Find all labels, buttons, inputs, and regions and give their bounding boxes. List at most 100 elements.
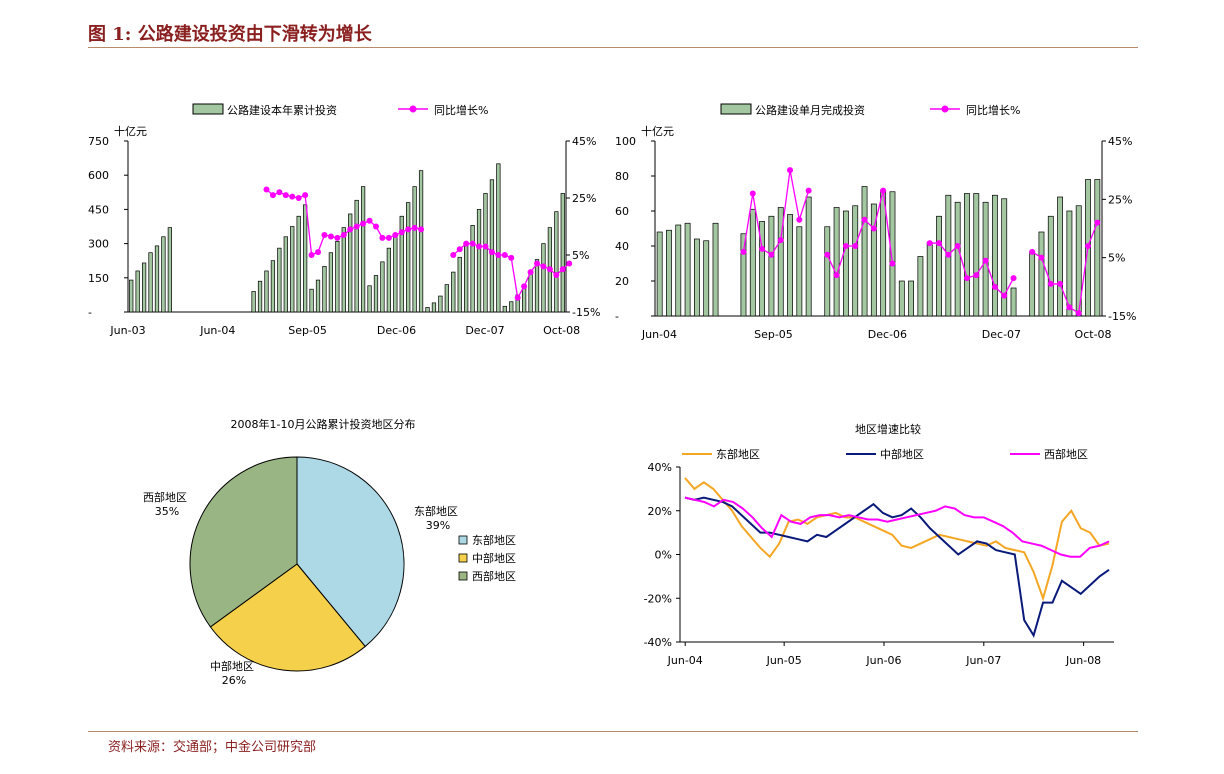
cumulative-bar — [418, 170, 424, 313]
cumulative-growth-point — [450, 252, 457, 258]
monthly-bar — [768, 215, 775, 317]
cumulative-growth-point — [327, 233, 334, 240]
cumulative-legend-line-label: 同比增长% — [434, 103, 488, 117]
cumulative-y2-tick-label: 25% — [572, 192, 596, 205]
pie-legend-swatch — [458, 571, 468, 581]
pie-slice-percent-label: 35% — [155, 505, 179, 518]
monthly-bar — [805, 196, 812, 317]
monthly-bar — [666, 229, 672, 317]
cumulative-growth-point — [372, 223, 379, 230]
cumulative-bar — [367, 285, 372, 313]
cumulative-growth-point — [476, 243, 483, 250]
monthly-growth-point — [1075, 310, 1082, 317]
cumulative-bar — [328, 252, 334, 313]
regional-x-tick-label: Jun-08 — [1065, 654, 1101, 667]
monthly-bar — [1094, 179, 1101, 317]
monthly-growth-point — [861, 216, 868, 223]
monthly-growth-point — [740, 248, 747, 255]
pie-slice-category-label: 中部地区 — [210, 659, 254, 673]
monthly-bar — [833, 207, 840, 317]
cumulative-growth-point — [269, 192, 276, 199]
monthly-growth-point — [805, 187, 812, 194]
cumulative-growth-point — [276, 189, 283, 196]
cumulative-bar — [141, 262, 147, 313]
cumulative-bar — [277, 247, 282, 313]
regional-series-line-1 — [684, 477, 1110, 602]
regional-series-line-3 — [684, 496, 1110, 558]
regional-x-tick-label: Jun-05 — [766, 654, 802, 667]
monthly-growth-point — [768, 251, 775, 258]
monthly-y-tick-label: 100 — [615, 135, 636, 148]
regional-title: 地区增速比较 — [855, 422, 921, 436]
monthly-growth-point — [842, 243, 849, 249]
monthly-bar — [917, 256, 924, 317]
cumulative-growth-point — [282, 192, 289, 199]
monthly-bar — [870, 203, 877, 317]
cumulative-y-tick-label: 600 — [88, 169, 109, 182]
cumulative-bar — [425, 307, 430, 313]
monthly-growth-point — [1047, 280, 1054, 287]
cumulative-bar — [154, 245, 160, 313]
cumulative-bar — [341, 227, 346, 313]
cumulative-legend-bar-swatch — [192, 103, 224, 115]
monthly-growth-point — [1085, 243, 1092, 249]
cumulative-bar — [380, 261, 385, 313]
cumulative-unit-label: 十亿元 — [114, 124, 147, 138]
cumulative-growth-point — [514, 294, 521, 301]
cumulative-bar — [399, 215, 404, 313]
cumulative-y-tick-label: 750 — [88, 135, 109, 148]
cumulative-bar — [264, 270, 269, 313]
cumulative-growth-point — [405, 226, 412, 233]
monthly-unit-label: 十亿元 — [641, 124, 674, 138]
cumulative-x-tick-label: Jun-04 — [199, 324, 235, 337]
cumulative-growth-point — [263, 186, 270, 193]
cumulative-growth-point — [334, 234, 341, 241]
monthly-bar — [712, 222, 719, 317]
monthly-growth-line — [826, 190, 894, 277]
cumulative-growth-point — [385, 234, 392, 241]
cumulative-bar — [406, 202, 411, 313]
cumulative-growth-point — [456, 246, 463, 253]
cumulative-growth-point — [302, 192, 309, 199]
figure-title: 图 1: 公路建设投资由下滑转为增长 — [88, 24, 372, 45]
pie-legend-label: 东部地区 — [472, 533, 516, 547]
cumulative-bar — [129, 279, 134, 313]
monthly-bar — [852, 205, 859, 317]
monthly-growth-line — [742, 170, 810, 256]
monthly-bar — [684, 222, 691, 317]
cumulative-bar — [167, 227, 172, 313]
monthly-y-tick-label: - — [615, 310, 619, 323]
monthly-y-tick-label: 20 — [615, 275, 629, 288]
cumulative-growth-point — [411, 224, 418, 231]
regional-x-tick-label: Jun-06 — [865, 654, 901, 667]
cumulative-growth-point — [521, 283, 528, 290]
monthly-legend-bar-label: 公路建设单月完成投资 — [755, 103, 865, 117]
cumulative-growth-point — [360, 220, 367, 227]
pie-legend-label: 西部地区 — [472, 569, 516, 583]
cumulative-x-tick-label: Dec-06 — [377, 324, 416, 337]
monthly-growth-point — [1029, 248, 1036, 255]
monthly-growth-point — [936, 240, 943, 247]
cumulative-bar — [315, 279, 321, 313]
cumulative-legend-line-marker — [409, 105, 417, 113]
monthly-bar — [656, 231, 663, 317]
cumulative-legend-bar-label: 公路建设本年累计投资 — [227, 103, 337, 117]
regional-y-tick-label: 40% — [648, 461, 672, 474]
cumulative-bar — [457, 256, 462, 313]
monthly-bar — [936, 215, 942, 317]
monthly-growth-point — [796, 216, 803, 223]
cumulative-bar — [290, 226, 295, 313]
cumulative-growth-point — [559, 266, 566, 273]
monthly-bar — [973, 193, 980, 317]
monthly-bar — [1001, 198, 1008, 317]
cumulative-y2-tick-label: -15% — [572, 306, 600, 319]
cumulative-growth-point — [418, 226, 425, 233]
cumulative-bar — [322, 266, 327, 313]
cumulative-growth-point — [508, 254, 515, 261]
cumulative-bar — [451, 271, 456, 313]
monthly-growth-point — [991, 283, 998, 290]
pie-slice-percent-label: 26% — [222, 674, 246, 687]
cumulative-growth-point — [534, 260, 541, 267]
cumulative-bar — [464, 243, 469, 313]
cumulative-growth-point — [321, 232, 328, 239]
